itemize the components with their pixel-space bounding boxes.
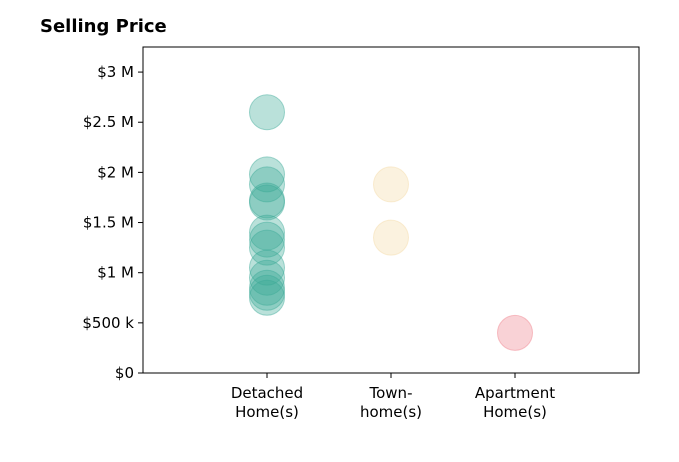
data-point xyxy=(249,279,285,316)
data-point xyxy=(249,249,285,286)
data-point xyxy=(249,274,285,311)
y-tick-label: $1 M xyxy=(97,264,134,282)
data-point xyxy=(249,182,285,219)
plot-area-frame xyxy=(142,46,640,374)
y-tick-label: $2.5 M xyxy=(83,113,134,131)
y-tick-label: $2 M xyxy=(97,163,134,181)
data-point xyxy=(249,94,285,131)
x-tick-label: Town-home(s) xyxy=(360,384,422,421)
data-point xyxy=(373,219,409,256)
y-tick-label: $3 M xyxy=(97,63,134,81)
data-point xyxy=(373,166,409,203)
data-point xyxy=(249,229,285,266)
data-point xyxy=(249,166,285,203)
y-tick-label: $1.5 M xyxy=(83,214,134,232)
data-point xyxy=(249,184,285,221)
chart-title: Selling Price xyxy=(40,16,167,37)
data-point xyxy=(249,156,285,193)
data-point xyxy=(249,259,285,296)
x-tick-label: Detached Home(s) xyxy=(231,384,303,421)
data-point xyxy=(249,214,285,251)
x-tick-label: Apartment Home(s) xyxy=(475,384,555,421)
data-point xyxy=(249,269,285,306)
y-tick-label: $0 xyxy=(115,364,134,382)
data-point xyxy=(497,314,533,351)
data-point xyxy=(249,221,285,258)
y-tick-label: $500 k xyxy=(82,314,134,332)
